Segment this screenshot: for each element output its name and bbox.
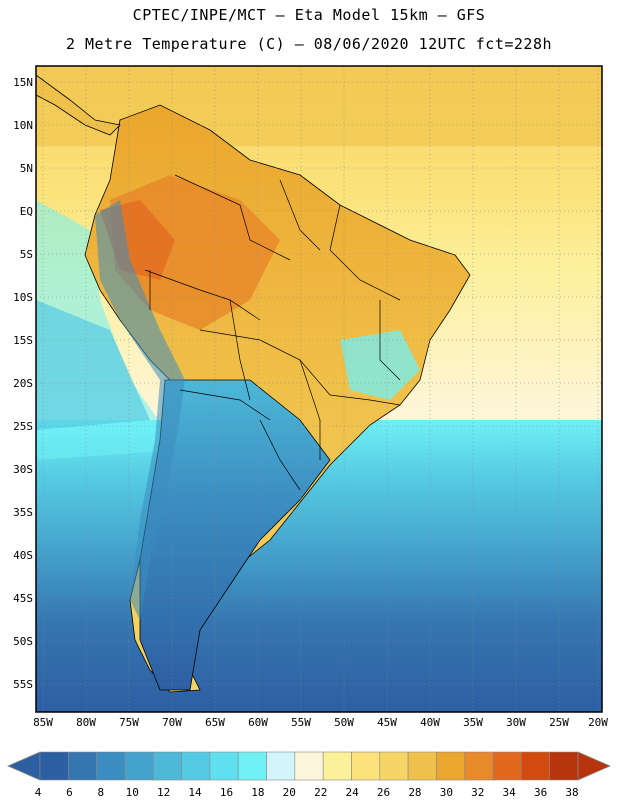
colorbar-label: 34	[503, 786, 517, 799]
colorbar-cell	[492, 751, 522, 781]
colorbar-cell	[464, 751, 494, 781]
colorbar-label: 4	[35, 786, 42, 799]
lon-label: 85W	[33, 716, 53, 729]
lat-label: 10N	[13, 119, 33, 132]
colorbar-cell	[294, 751, 324, 781]
colorbar-label: 20	[283, 786, 296, 799]
map-title-line2: 2 Metre Temperature (C) – 08/06/2020 12U…	[65, 35, 553, 53]
colorbar-cell	[209, 751, 239, 781]
lat-label: 50S	[13, 635, 33, 648]
lon-label: 30W	[506, 716, 526, 729]
colorbar-label: 10	[126, 786, 139, 799]
colorbar-cell	[379, 751, 409, 781]
lat-label: 40S	[13, 549, 33, 562]
lat-label: 30S	[13, 463, 33, 476]
colorbar-cell	[152, 751, 182, 781]
lon-label: 65W	[205, 716, 225, 729]
colorbar-label: 30	[440, 786, 453, 799]
colorbar-label: 22	[314, 786, 327, 799]
lon-label: 20W	[588, 716, 608, 729]
lon-label: 40W	[420, 716, 440, 729]
colorbar-label: 38	[565, 786, 578, 799]
color-bar: 4 6 8 10 12 14 16 18 20 22 24 26 28 30 32 34 36 38	[7, 751, 611, 799]
lat-label: EQ	[20, 205, 33, 218]
lat-label: 15N	[13, 76, 33, 89]
colorbar-cell	[237, 751, 267, 781]
lon-label: 80W	[76, 716, 96, 729]
colorbar-cell	[39, 751, 69, 781]
colorbar-label: 18	[251, 786, 264, 799]
colorbar-label: 24	[345, 786, 359, 799]
lat-label: 55S	[13, 678, 33, 691]
colorbar-cell	[521, 751, 550, 781]
lon-label: 55W	[291, 716, 311, 729]
map-frame	[36, 66, 602, 712]
lat-label: 15S	[13, 334, 33, 347]
map-title-line1: CPTEC/INPE/MCT – Eta Model 15km – GFS	[132, 6, 486, 24]
colorbar-cell	[407, 751, 437, 781]
colorbar-cell	[68, 751, 97, 781]
colorbar-label: 16	[220, 786, 233, 799]
lon-label: 70W	[162, 716, 182, 729]
lon-label: 50W	[334, 716, 354, 729]
lat-label: 10S	[13, 291, 33, 304]
lat-label: 5S	[20, 248, 33, 261]
colorbar-right-arrow	[577, 751, 611, 781]
colorbar-cell	[124, 751, 154, 781]
lon-label: 60W	[248, 716, 268, 729]
colorbar-cell	[181, 751, 211, 781]
colorbar-label: 6	[66, 786, 73, 799]
lat-label: 45S	[13, 592, 33, 605]
lat-label: 20S	[13, 377, 33, 390]
lat-label: 35S	[13, 506, 33, 519]
colorbar-label: 28	[408, 786, 421, 799]
colorbar-label: 32	[471, 786, 484, 799]
lon-label: 35W	[463, 716, 483, 729]
lon-label: 25W	[549, 716, 569, 729]
colorbar-left-arrow	[7, 751, 41, 781]
colorbar-label: 14	[188, 786, 202, 799]
colorbar-label: 12	[157, 786, 170, 799]
lon-label: 75W	[119, 716, 139, 729]
lat-label: 25S	[13, 420, 33, 433]
colorbar-cell	[266, 751, 296, 781]
colorbar-cell	[322, 751, 352, 781]
lat-label: 5N	[20, 162, 33, 175]
central-america-land	[36, 74, 121, 136]
lon-label: 45W	[377, 716, 397, 729]
latitude-labels: 15N 10N 5N EQ 5S 10S 15S 20S 25S 30S 35S…	[13, 76, 33, 691]
colorbar-cell	[96, 751, 126, 781]
colorbar-label: 8	[98, 786, 105, 799]
colorbar-label: 36	[534, 786, 547, 799]
colorbar-cell	[549, 751, 579, 781]
colorbar-cell	[436, 751, 466, 781]
colorbar-cell	[351, 751, 381, 781]
colorbar-label: 26	[377, 786, 390, 799]
map-border	[35, 65, 603, 713]
longitude-labels: 85W 80W 75W 70W 65W 60W 55W 50W 45W 40W …	[33, 716, 608, 729]
